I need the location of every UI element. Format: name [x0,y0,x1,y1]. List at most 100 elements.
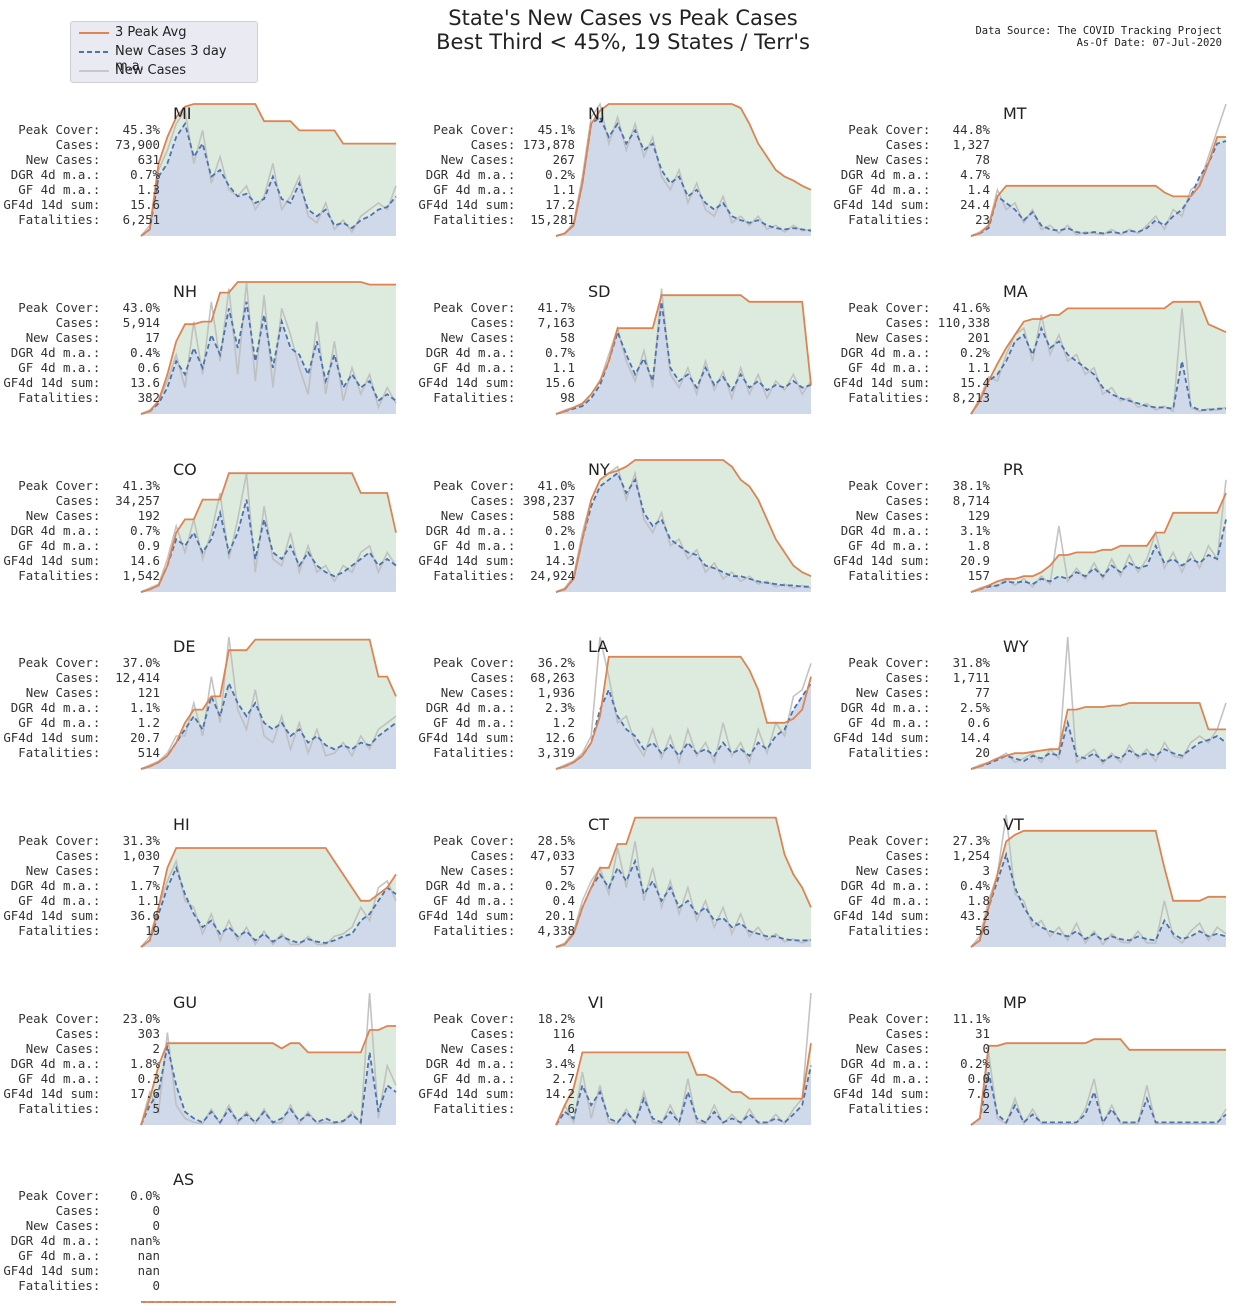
stat-row: Peak Cover: 38.1% [848,478,990,493]
stat-row: New Cases: 4 [441,1041,575,1056]
stat-row: Peak Cover: 11.1% [848,1011,990,1026]
peak-area-gu [141,1026,396,1125]
chart-title-line-1: State's New Cases vs Peak Cases [448,6,798,30]
stat-row: Fatalities: 3,319 [433,745,575,760]
stat-row: DGR 4d m.a.: 0.2% [841,345,991,360]
peak-line-pr [970,492,1227,593]
stat-row: Cases: 303 [56,1026,160,1041]
stat-row: GF4d 14d sum: 20.7 [3,730,160,745]
stat-row: New Cases: 57 [441,863,575,878]
stat-row: Cases: 34,257 [56,493,160,508]
stat-row: Fatalities: 20 [848,745,990,760]
legend-swatch-peak [79,32,109,34]
stat-row: Cases: 1,711 [886,670,990,685]
stat-row: GF4d 14d sum: 15.6 [3,197,160,212]
cases-area-pr [971,519,1226,592]
state-label-vi: VI [588,993,604,1012]
ma-line-mp [970,1072,1227,1126]
stat-row: GF4d 14d sum: nan [3,1263,160,1278]
ma-line-nj [555,115,812,237]
stat-row: New Cases: 631 [26,152,160,167]
stat-row: Peak Cover: 23.0% [18,1011,160,1026]
stat-row: Cases: 0 [56,1203,160,1218]
stat-row: Peak Cover: 37.0% [18,655,160,670]
ma-line-ma [970,325,1226,415]
peak-line-nh [140,281,396,415]
peak-line-ct [555,816,812,948]
stat-row: New Cases: 2 [26,1041,160,1056]
stat-row: Fatalities: 514 [18,745,160,760]
stat-row: GF 4d m.a.: 2.7 [433,1071,575,1086]
stat-row: GF 4d m.a.: nan [18,1248,160,1263]
state-label-co: CO [173,460,197,479]
stat-row: Peak Cover: 45.1% [433,122,575,137]
stat-row: GF 4d m.a.: 1.1 [433,360,575,375]
stat-row: New Cases: 17 [26,330,160,345]
stat-row: Cases: 31 [886,1026,990,1041]
stat-row: DGR 4d m.a.: 0.4% [841,878,991,893]
new-cases-line-vi [555,992,812,1127]
stat-row: Cases: 1,030 [56,848,160,863]
stat-row: New Cases: 121 [26,685,160,700]
legend-label-ma: New Cases 3 day m.a. [115,44,227,74]
chart-legend: 3 Peak Avg New Cases 3 day m.a. New Case… [70,21,258,83]
stat-row: Fatalities: 98 [433,390,575,405]
state-label-la: LA [588,637,608,656]
peak-line-sd [555,294,812,415]
cases-area-wy [971,722,1226,769]
ma-line-ny [555,471,811,593]
stat-row: New Cases: 129 [856,508,990,523]
ma-line-sd [555,301,812,415]
ma-line-vt [970,851,1227,948]
cases-area-mi [141,123,396,236]
stat-row: Peak Cover: 27.3% [848,833,990,848]
stat-row: GF 4d m.a.: 0.0 [848,1071,990,1086]
cases-area-vi [556,1065,811,1125]
ma-line-co [140,499,397,593]
stat-row: New Cases: 0 [856,1041,990,1056]
stat-row: GF4d 14d sum: 7.6 [833,1086,990,1101]
stat-row: Cases: 7,163 [471,315,575,330]
stat-row: Cases: 73,900 [56,137,160,152]
stat-row: GF 4d m.a.: 1.4 [848,182,990,197]
legend-item-raw: New Cases [71,62,259,80]
cases-area-la [556,683,811,769]
cases-area-vt [971,854,1226,947]
state-label-nh: NH [173,282,197,301]
peak-line-wy [970,702,1226,770]
stat-row: Peak Cover: 31.8% [848,655,990,670]
state-label-sd: SD [588,282,610,301]
stat-row: Cases: 1,327 [886,137,990,152]
peak-area-mp [971,1039,1226,1125]
ma-line-wy [970,719,1227,770]
state-label-vt: VT [1003,815,1024,834]
stat-row: GF4d 14d sum: 12.6 [418,730,575,745]
stat-row: Peak Cover: 28.5% [433,833,575,848]
cases-area-de [141,683,396,769]
stat-row: DGR 4d m.a.: 0.2% [426,878,576,893]
stat-row: New Cases: 1,936 [441,685,575,700]
stat-row: GF 4d m.a.: 0.6 [848,715,990,730]
state-label-pr: PR [1003,460,1024,479]
state-label-mp: MP [1003,993,1027,1012]
state-label-wy: WY [1003,637,1029,656]
peak-line-nj [555,103,812,237]
new-cases-line-la [555,636,812,770]
peak-line-vt [970,829,1226,948]
state-label-ma: MA [1003,282,1028,301]
stat-row: Fatalities: 2 [848,1101,990,1116]
stat-row: GF4d 14d sum: 20.1 [418,908,575,923]
stat-row: GF4d 14d sum: 15.4 [833,375,990,390]
